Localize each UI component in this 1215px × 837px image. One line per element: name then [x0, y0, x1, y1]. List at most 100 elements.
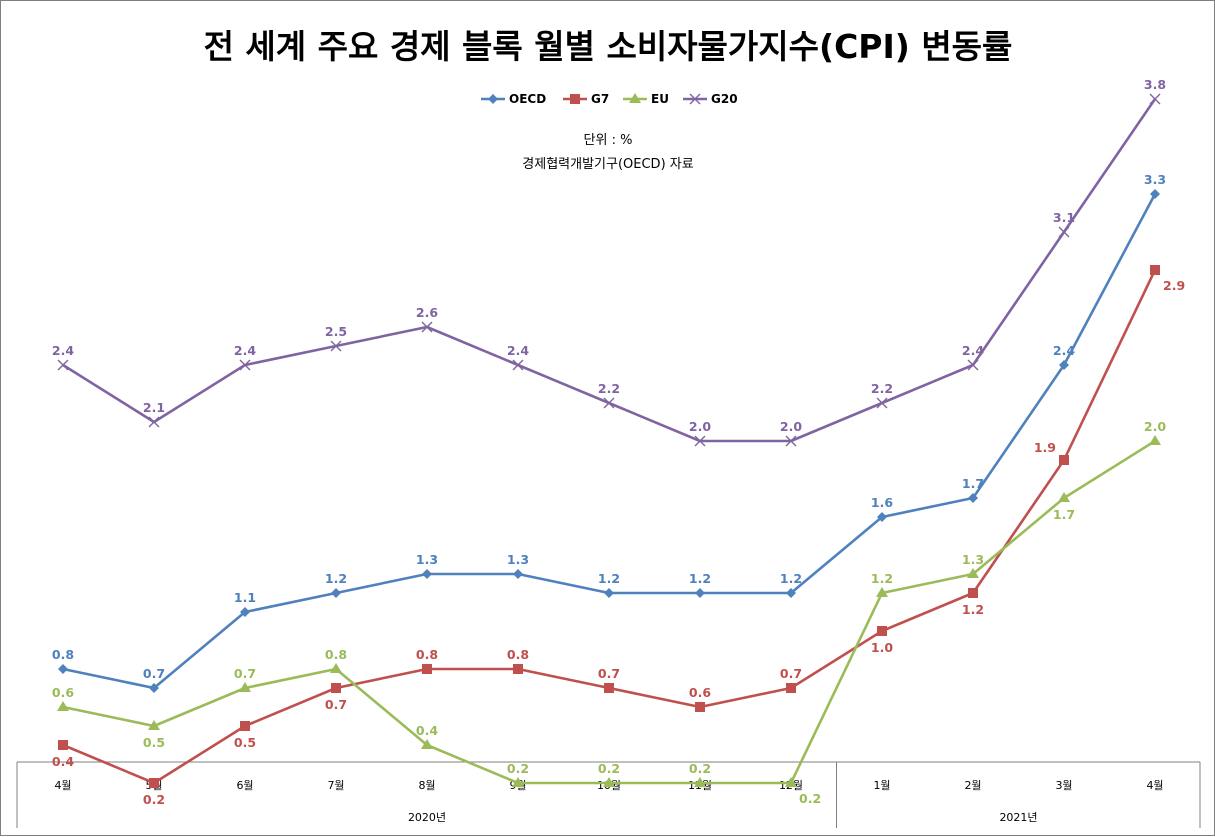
data-label: 1.7: [1053, 507, 1075, 522]
data-label: 2.4: [52, 343, 74, 358]
data-point: [968, 588, 978, 598]
data-label: 0.8: [52, 647, 74, 662]
data-label: 0.2: [507, 761, 529, 776]
data-point: [1058, 226, 1070, 238]
series-oecd: 0.8 0.7 1.1 1.2 1.3 1.3 1.2 1.2 1.2 1.6 1.7 2.4 3.3: [52, 172, 1166, 693]
data-point: [331, 588, 341, 598]
data-label: 2.0: [1144, 419, 1166, 434]
data-point: [512, 777, 524, 787]
legend-marker: [689, 93, 701, 105]
data-point: [1150, 189, 1160, 199]
data-label: 1.2: [689, 571, 711, 586]
data-label: 1.7: [962, 476, 984, 491]
data-point: [240, 721, 250, 731]
data-point: [604, 683, 614, 693]
year-label: 2021년: [999, 811, 1037, 824]
data-label: 0.4: [416, 723, 438, 738]
x-tick-label: 3월: [1055, 779, 1072, 792]
data-point: [513, 569, 523, 579]
data-label: 2.5: [325, 324, 347, 339]
x-tick-label: 6월: [236, 779, 253, 792]
data-point: [57, 701, 69, 711]
data-point: [695, 702, 705, 712]
data-point: [786, 588, 796, 598]
x-tick-label: 1월: [873, 779, 890, 792]
data-label: 2.4: [507, 343, 529, 358]
data-label: 1.2: [780, 571, 802, 586]
data-point: [604, 588, 614, 598]
data-label: 1.1: [234, 590, 256, 605]
data-point: [421, 739, 433, 749]
x-tick-label: 4월: [54, 779, 71, 792]
data-point: [876, 397, 888, 409]
data-label: 0.7: [143, 666, 165, 681]
legend-marker: [629, 93, 641, 103]
data-label: 1.0: [871, 640, 893, 655]
data-point: [148, 720, 160, 730]
data-point: [785, 435, 797, 447]
data-point: [877, 626, 887, 636]
data-label: 0.2: [143, 792, 165, 807]
series-g7: 0.4 0.2 0.5 0.7 0.8 0.8 0.7 0.6 0.7 1.0 1.2 1.9 2.9: [52, 265, 1185, 807]
legend-item: G20: [683, 92, 738, 106]
data-label: 0.2: [598, 761, 620, 776]
data-point: [877, 512, 887, 522]
data-point: [785, 777, 797, 787]
data-point: [512, 359, 524, 371]
data-label: 2.9: [1163, 278, 1185, 293]
data-point: [421, 321, 433, 333]
series-eu: 0.6 0.5 0.7 0.8 0.4 0.2 0.2 0.2 0.2 1.2 1.3 1.7 2.0: [52, 419, 1166, 806]
data-point: [876, 587, 888, 597]
year-label: 2020년: [408, 811, 446, 824]
legend: OECD G7 EU G20: [481, 92, 738, 106]
series-line: [62, 269, 1157, 785]
data-label: 0.8: [416, 647, 438, 662]
data-point: [240, 607, 250, 617]
legend-label: OECD: [509, 92, 546, 106]
series-line: [62, 193, 1157, 690]
data-point: [1149, 435, 1161, 445]
data-point: [967, 568, 979, 578]
data-point: [695, 588, 705, 598]
legend-item: G7: [563, 92, 609, 106]
x-tick-label: 2월: [964, 779, 981, 792]
data-point: [1149, 93, 1161, 105]
data-label: 1.6: [871, 495, 893, 510]
data-point: [148, 416, 160, 428]
x-tick-label: 7월: [327, 779, 344, 792]
data-point: [1059, 360, 1069, 370]
data-label: 0.5: [143, 735, 165, 750]
data-point: [967, 359, 979, 371]
data-label: 3.3: [1144, 172, 1166, 187]
data-point: [968, 493, 978, 503]
data-point: [58, 664, 68, 674]
data-point: [786, 683, 796, 693]
data-point: [330, 663, 342, 673]
data-point: [149, 778, 159, 788]
data-point: [239, 682, 251, 692]
data-label: 2.1: [143, 400, 165, 415]
data-label: 2.4: [1053, 343, 1075, 358]
data-point: [694, 435, 706, 447]
data-label: 0.8: [507, 647, 529, 662]
data-label: 1.2: [962, 602, 984, 617]
data-label: 2.6: [416, 305, 438, 320]
data-label: 1.3: [507, 552, 529, 567]
data-label: 0.5: [234, 735, 256, 750]
data-point: [331, 683, 341, 693]
data-label: 0.7: [780, 666, 802, 681]
data-point: [330, 340, 342, 352]
data-label: 2.2: [871, 381, 893, 396]
x-tick-label: 8월: [418, 779, 435, 792]
data-label: 0.7: [325, 697, 347, 712]
data-label: 0.7: [234, 666, 256, 681]
legend-marker: [488, 94, 498, 104]
data-point: [57, 359, 69, 371]
data-point: [1058, 492, 1070, 502]
legend-label: G20: [711, 92, 738, 106]
data-label: 2.2: [598, 381, 620, 396]
data-label: 1.3: [416, 552, 438, 567]
data-label: 1.2: [325, 571, 347, 586]
data-label: 3.8: [1144, 77, 1166, 92]
